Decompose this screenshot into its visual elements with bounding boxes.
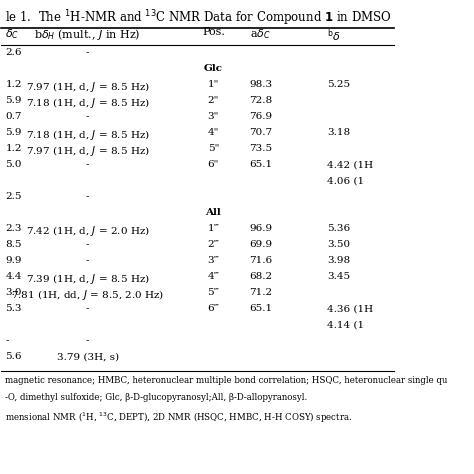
Text: 69.9: 69.9	[249, 240, 272, 249]
Text: b$\delta_H$ (mult., $J$ in Hz): b$\delta_H$ (mult., $J$ in Hz)	[35, 27, 141, 42]
Text: 6": 6"	[208, 160, 219, 169]
Text: 1.2: 1.2	[5, 144, 22, 153]
Text: 71.2: 71.2	[249, 288, 272, 297]
Text: 5.25: 5.25	[327, 80, 350, 89]
Text: 5‴: 5‴	[207, 288, 219, 297]
Text: 3.79 (3H, s): 3.79 (3H, s)	[57, 353, 119, 362]
Text: -: -	[5, 337, 9, 346]
Text: 5.9: 5.9	[5, 96, 22, 105]
Text: -: -	[86, 337, 90, 346]
Text: All: All	[205, 208, 221, 217]
Text: 4.36 (1H: 4.36 (1H	[327, 304, 374, 313]
Text: -: -	[86, 160, 90, 169]
Text: 65.1: 65.1	[249, 160, 272, 169]
Text: 5.3: 5.3	[5, 304, 22, 313]
Text: 1": 1"	[208, 80, 219, 89]
Text: 2.6: 2.6	[5, 48, 22, 57]
Text: 1‴: 1‴	[207, 224, 219, 233]
Text: $\delta_C$: $\delta_C$	[5, 27, 19, 41]
Text: 0.7: 0.7	[5, 112, 22, 121]
Text: 7.81 (1H, dd, $J$ = 8.5, 2.0 Hz): 7.81 (1H, dd, $J$ = 8.5, 2.0 Hz)	[11, 288, 164, 302]
Text: -: -	[86, 48, 90, 57]
Text: -: -	[86, 304, 90, 313]
Text: 1.2: 1.2	[5, 80, 22, 89]
Text: 3.18: 3.18	[327, 128, 350, 137]
Text: 9.9: 9.9	[5, 256, 22, 265]
Text: magnetic resonance; HMBC, heteronuclear multiple bond correlation; HSQC, heteron: magnetic resonance; HMBC, heteronuclear …	[5, 376, 447, 385]
Text: 3.45: 3.45	[327, 273, 350, 282]
Text: -: -	[86, 240, 90, 249]
Text: 96.9: 96.9	[249, 224, 272, 233]
Text: 8.5: 8.5	[5, 240, 22, 249]
Text: mensional NMR ($^{1}$H, $^{13}$C, DEPT), 2D NMR (HSQC, HMBC, H-H COSY) spectra.: mensional NMR ($^{1}$H, $^{13}$C, DEPT),…	[5, 410, 353, 425]
Text: 7.42 (1H, d, $J$ = 2.0 Hz): 7.42 (1H, d, $J$ = 2.0 Hz)	[26, 224, 150, 238]
Text: 3.50: 3.50	[327, 240, 350, 249]
Text: 5.9: 5.9	[5, 128, 22, 137]
Text: 3.98: 3.98	[327, 256, 350, 265]
Text: a$\delta_C$: a$\delta_C$	[250, 27, 271, 41]
Text: Glc: Glc	[204, 64, 223, 73]
Text: 4": 4"	[208, 128, 219, 137]
Text: -: -	[86, 192, 90, 201]
Text: 3": 3"	[208, 112, 219, 121]
Text: 3‴: 3‴	[207, 256, 219, 265]
Text: 4‴: 4‴	[207, 273, 219, 282]
Text: 4.06 (1: 4.06 (1	[327, 176, 365, 185]
Text: 5": 5"	[208, 144, 219, 153]
Text: 7.18 (1H, d, $J$ = 8.5 Hz): 7.18 (1H, d, $J$ = 8.5 Hz)	[26, 128, 150, 142]
Text: 68.2: 68.2	[249, 273, 272, 282]
Text: 7.97 (1H, d, $J$ = 8.5 Hz): 7.97 (1H, d, $J$ = 8.5 Hz)	[26, 80, 150, 94]
Text: 6‴: 6‴	[207, 304, 219, 313]
Text: 4.4: 4.4	[5, 273, 22, 282]
Text: $^{\rm b}\delta$: $^{\rm b}\delta$	[327, 27, 341, 44]
Text: 76.9: 76.9	[249, 112, 272, 121]
Text: Pos.: Pos.	[202, 27, 225, 37]
Text: 71.6: 71.6	[249, 256, 272, 265]
Text: 5.0: 5.0	[5, 160, 22, 169]
Text: 70.7: 70.7	[249, 128, 272, 137]
Text: le 1.  The $^{1}$H-NMR and $^{13}$C NMR Data for Compound $\mathbf{1}$ in DMSO: le 1. The $^{1}$H-NMR and $^{13}$C NMR D…	[5, 9, 392, 28]
Text: 98.3: 98.3	[249, 80, 272, 89]
Text: 2.5: 2.5	[5, 192, 22, 201]
Text: 73.5: 73.5	[249, 144, 272, 153]
Text: 72.8: 72.8	[249, 96, 272, 105]
Text: 2‴: 2‴	[207, 240, 219, 249]
Text: -: -	[86, 256, 90, 265]
Text: 7.97 (1H, d, $J$ = 8.5 Hz): 7.97 (1H, d, $J$ = 8.5 Hz)	[26, 144, 150, 158]
Text: 3.0: 3.0	[5, 288, 22, 297]
Text: 4.14 (1: 4.14 (1	[327, 320, 365, 329]
Text: -O, dimethyl sulfoxide; Glc, β-D-glucopyranosyl;All, β-D-allopyranosyl.: -O, dimethyl sulfoxide; Glc, β-D-glucopy…	[5, 393, 308, 402]
Text: 5.6: 5.6	[5, 353, 22, 362]
Text: 4.42 (1H: 4.42 (1H	[327, 160, 374, 169]
Text: -: -	[86, 112, 90, 121]
Text: 65.1: 65.1	[249, 304, 272, 313]
Text: 2": 2"	[208, 96, 219, 105]
Text: 7.39 (1H, d, $J$ = 8.5 Hz): 7.39 (1H, d, $J$ = 8.5 Hz)	[26, 273, 150, 286]
Text: 2.3: 2.3	[5, 224, 22, 233]
Text: 7.18 (1H, d, $J$ = 8.5 Hz): 7.18 (1H, d, $J$ = 8.5 Hz)	[26, 96, 150, 110]
Text: 5.36: 5.36	[327, 224, 350, 233]
